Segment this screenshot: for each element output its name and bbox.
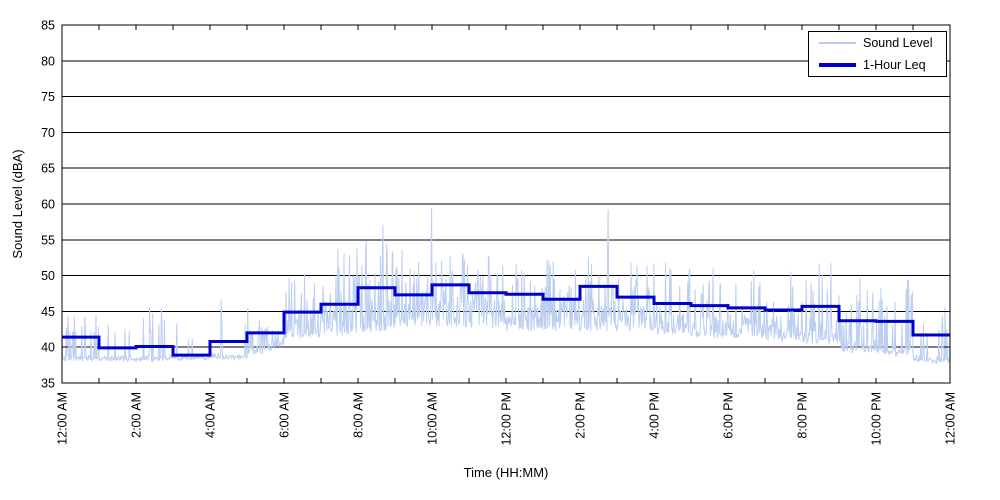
sound-level-trace bbox=[61, 207, 951, 365]
x-tick-label: 6:00 AM bbox=[278, 392, 292, 438]
leq-step-series bbox=[62, 283, 950, 357]
y-tick-label: 50 bbox=[41, 269, 55, 283]
legend-entry-1-hour-leq: 1-Hour Leq bbox=[809, 54, 946, 75]
y-tick-label: 35 bbox=[41, 377, 55, 391]
y-axis-title: Sound Level (dBA) bbox=[10, 149, 25, 258]
y-tick-label: 60 bbox=[41, 198, 55, 212]
y-tick-label: 40 bbox=[41, 341, 55, 355]
legend-label-sound-level: Sound Level bbox=[863, 36, 933, 51]
sound-level-series bbox=[61, 207, 951, 365]
y-tick-label: 80 bbox=[41, 54, 55, 68]
y-tick-label: 75 bbox=[41, 90, 55, 104]
x-tick-label: 2:00 AM bbox=[130, 392, 144, 438]
x-tick-label: 12:00 AM bbox=[944, 392, 958, 445]
x-tick-label: 6:00 PM bbox=[722, 392, 736, 439]
x-tick-label: 10:00 AM bbox=[426, 392, 440, 445]
x-tick-label: 12:00 AM bbox=[56, 392, 70, 445]
y-tick-label: 45 bbox=[41, 305, 55, 319]
x-tick-label: 4:00 AM bbox=[204, 392, 218, 438]
x-tick-labels: 12:00 AM 2:00 AM 4:00 AM 6:00 AM 8:00 AM 10:0… bbox=[56, 392, 958, 446]
axis-ticks bbox=[61, 24, 951, 384]
legend-entry-sound-level: Sound Level bbox=[809, 33, 946, 54]
x-tick-label: 12:00 PM bbox=[500, 392, 514, 446]
y-tick-label: 55 bbox=[41, 233, 55, 247]
x-tick-label: 8:00 PM bbox=[796, 392, 810, 439]
y-tick-label: 70 bbox=[41, 126, 55, 140]
x-axis-title: Time (HH:MM) bbox=[464, 465, 549, 480]
x-tick-label: 4:00 PM bbox=[648, 392, 662, 439]
gridlines bbox=[62, 60, 950, 348]
x-tick-label: 8:00 AM bbox=[352, 392, 366, 438]
x-tick-label: 10:00 PM bbox=[870, 392, 884, 446]
y-tick-label: 85 bbox=[41, 19, 55, 33]
x-tick-label: 2:00 PM bbox=[574, 392, 588, 439]
leq-line-sample bbox=[819, 62, 856, 67]
y-tick-label: 65 bbox=[41, 162, 55, 176]
leq-step-line bbox=[62, 283, 950, 357]
sound-level-line-sample bbox=[819, 42, 856, 45]
legend: Sound Level 1-Hour Leq bbox=[808, 31, 947, 77]
y-tick-labels: 35 40 45 50 55 60 65 70 75 80 85 bbox=[41, 19, 55, 391]
legend-label-1-hour-leq: 1-Hour Leq bbox=[863, 57, 926, 72]
